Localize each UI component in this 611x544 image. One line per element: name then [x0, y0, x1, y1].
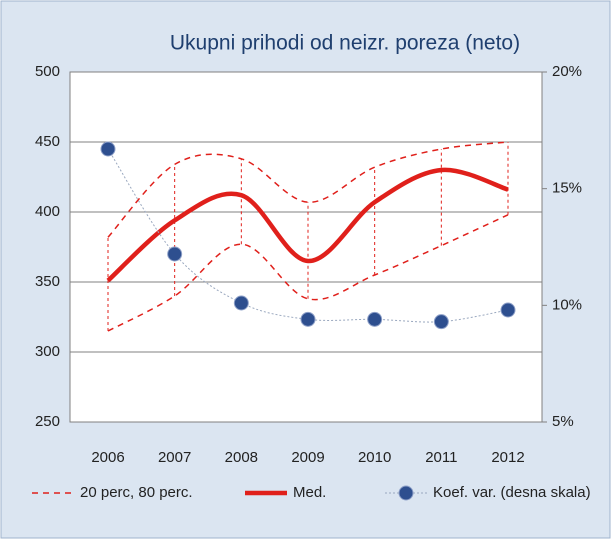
legend-swatch	[398, 485, 414, 501]
y2-tick-label: 20%	[552, 63, 582, 80]
point	[300, 311, 316, 327]
x-tick-label: 2008	[225, 449, 258, 466]
legend-label: Med.	[293, 484, 326, 501]
plot-area	[69, 71, 543, 423]
x-tick-label: 2012	[491, 449, 524, 466]
legend-label: 20 perc, 80 perc.	[80, 484, 193, 501]
point	[433, 314, 449, 330]
point	[100, 141, 116, 157]
point	[367, 311, 383, 327]
y-tick-label: 300	[35, 343, 60, 360]
y2-tick-label: 5%	[552, 413, 574, 430]
chart-title: Ukupni prihodi od neizr. poreza (neto)	[170, 32, 520, 55]
y-tick-label: 500	[35, 63, 60, 80]
x-tick-label: 2009	[291, 449, 324, 466]
y2-tick-label: 15%	[552, 180, 582, 197]
y2-tick-label: 10%	[552, 296, 582, 313]
y-tick-label: 350	[35, 273, 60, 290]
legend-label: Koef. var. (desna skala)	[433, 484, 591, 501]
x-tick-label: 2006	[91, 449, 124, 466]
x-tick-label: 2011	[425, 449, 457, 466]
series-line	[106, 167, 509, 283]
point	[500, 302, 516, 318]
y-tick-label: 400	[35, 203, 60, 220]
point	[233, 295, 249, 311]
point	[167, 246, 183, 262]
y-tick-label: 450	[35, 133, 60, 150]
y-tick-label: 250	[35, 413, 60, 430]
x-tick-label: 2007	[158, 449, 191, 466]
x-tick-label: 2010	[358, 449, 391, 466]
